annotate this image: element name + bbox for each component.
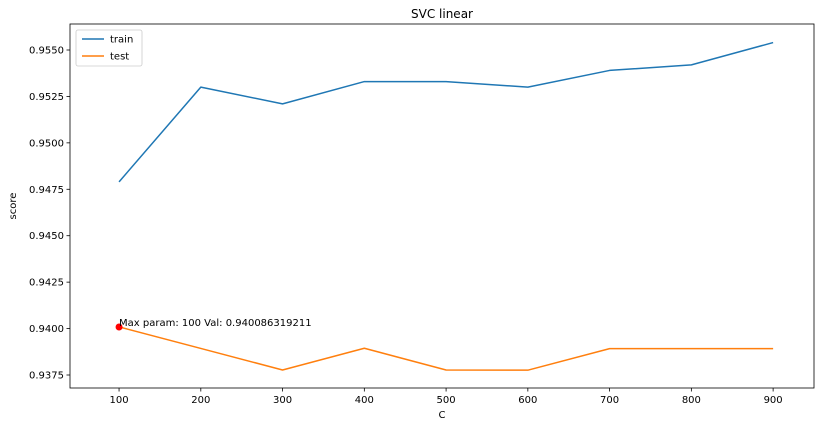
y-tick-label: 0.9475 — [29, 185, 64, 196]
legend-label-train: train — [110, 35, 133, 46]
y-tick-label: 0.9425 — [29, 278, 64, 289]
x-tick-label: 700 — [600, 395, 619, 406]
plot-area — [69, 23, 815, 389]
y-tick-label: 0.9500 — [29, 138, 64, 149]
x-tick-label: 900 — [764, 395, 783, 406]
series-layer — [118, 41, 774, 371]
y-axis-ticks: 0.9375 0.9400 0.9425 0.9450 0.9475 0.9500 0.95… — [29, 46, 70, 382]
series-line-train — [118, 41, 774, 183]
max-point-marker — [115, 323, 123, 331]
y-tick-label: 0.9550 — [29, 46, 64, 57]
max-param-annotation: Max param: 100 Val: 0.940086319211 — [119, 318, 312, 329]
x-tick-label: 400 — [355, 395, 374, 406]
x-tick-label: 200 — [191, 395, 210, 406]
x-axis-title: C — [439, 410, 446, 421]
y-axis-title: score — [8, 193, 19, 220]
y-tick-label: 0.9525 — [29, 92, 64, 103]
x-axis-ticks: 100 200 300 400 500 600 700 800 900 — [110, 388, 783, 406]
x-tick-label: 300 — [273, 395, 292, 406]
chart-title: SVC linear — [411, 7, 473, 21]
x-tick-label: 500 — [437, 395, 456, 406]
legend: train test — [75, 29, 143, 67]
x-tick-label: 600 — [518, 395, 537, 406]
legend-label-test: test — [110, 52, 129, 63]
series-line-test — [118, 326, 774, 371]
y-tick-label: 0.9400 — [29, 324, 64, 335]
x-tick-label: 800 — [682, 395, 701, 406]
y-tick-label: 0.9450 — [29, 231, 64, 242]
y-tick-label: 0.9375 — [29, 371, 64, 382]
annotation-layer: Max param: 100 Val: 0.940086319211 — [115, 318, 312, 331]
x-tick-label: 100 — [110, 395, 129, 406]
